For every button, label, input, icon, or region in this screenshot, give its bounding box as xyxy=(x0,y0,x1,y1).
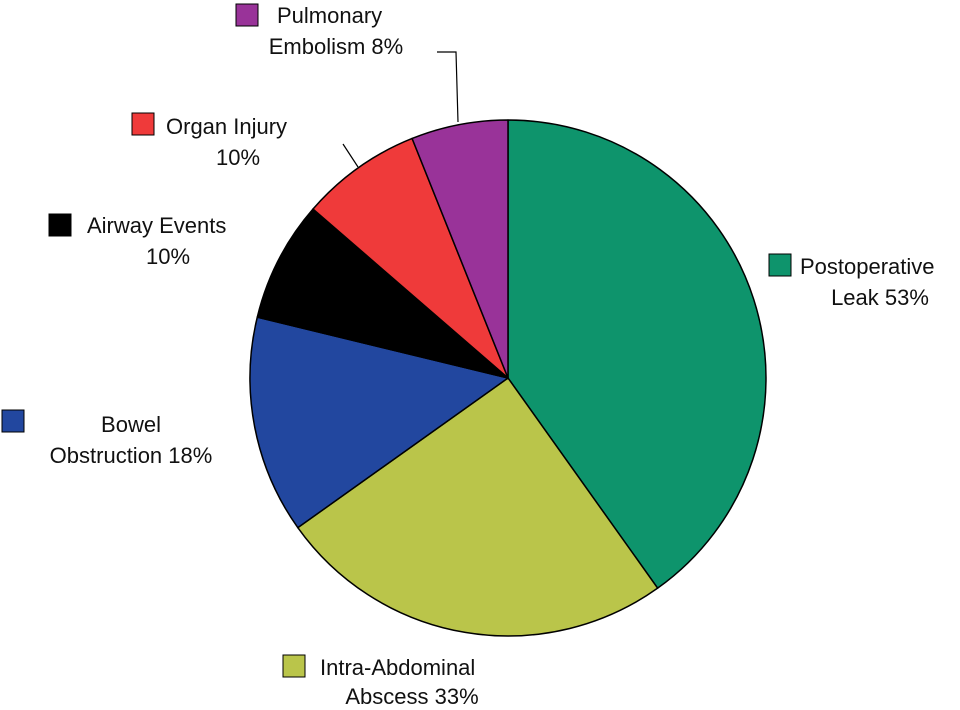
pie-slice-organ-injury xyxy=(312,137,509,379)
slice-label-organ-injury-line-1: Organ Injury xyxy=(166,114,287,139)
slice-label-pulmonary-embolism-line-1: Pulmonary xyxy=(277,3,382,28)
leader-lines xyxy=(342,51,459,168)
pie-slices xyxy=(249,119,767,637)
slice-label-postoperative-leak-line-2: Leak 53% xyxy=(831,285,929,310)
slice-label-bowel-obstruction-line-2: Obstruction 18% xyxy=(50,443,213,468)
legend-swatch-intra-abdominal-abscess xyxy=(282,654,306,678)
pie-slice-pulmonary-embolism xyxy=(411,119,509,379)
pie-slice-postoperative-leak xyxy=(507,119,767,589)
slice-label-pulmonary-embolism-line-2: Embolism 8% xyxy=(269,34,403,59)
leader-line-pulmonary-embolism xyxy=(437,51,459,123)
slice-label-airway-events-line-1: Airway Events xyxy=(87,213,226,238)
pie-slice-airway-events xyxy=(256,208,509,379)
slice-label-intra-abdominal-abscess-line-2: Abscess 33% xyxy=(345,684,478,709)
legend-swatch-airway-events xyxy=(48,213,72,237)
pie-slice-intra-abdominal-abscess xyxy=(297,377,659,637)
legend-swatch-organ-injury xyxy=(131,112,155,136)
slice-label-airway-events-line-2: 10% xyxy=(146,244,190,269)
slice-label-postoperative-leak-line-1: Postoperative xyxy=(800,254,935,279)
slice-label-organ-injury-line-2: 10% xyxy=(216,145,260,170)
slice-labels: Postoperative Leak 53% Intra-Abdominal Absc… xyxy=(1,3,935,709)
slice-label-intra-abdominal-abscess-line-1: Intra-Abdominal xyxy=(320,655,475,680)
pie-slice-bowel-obstruction xyxy=(249,316,509,529)
slice-label-bowel-obstruction-line-1: Bowel xyxy=(101,412,161,437)
legend-swatch-pulmonary-embolism xyxy=(235,3,259,27)
legend-swatch-bowel-obstruction xyxy=(1,409,25,433)
leader-line-organ-injury xyxy=(342,143,359,168)
legend-swatch-postoperative-leak xyxy=(768,253,792,277)
